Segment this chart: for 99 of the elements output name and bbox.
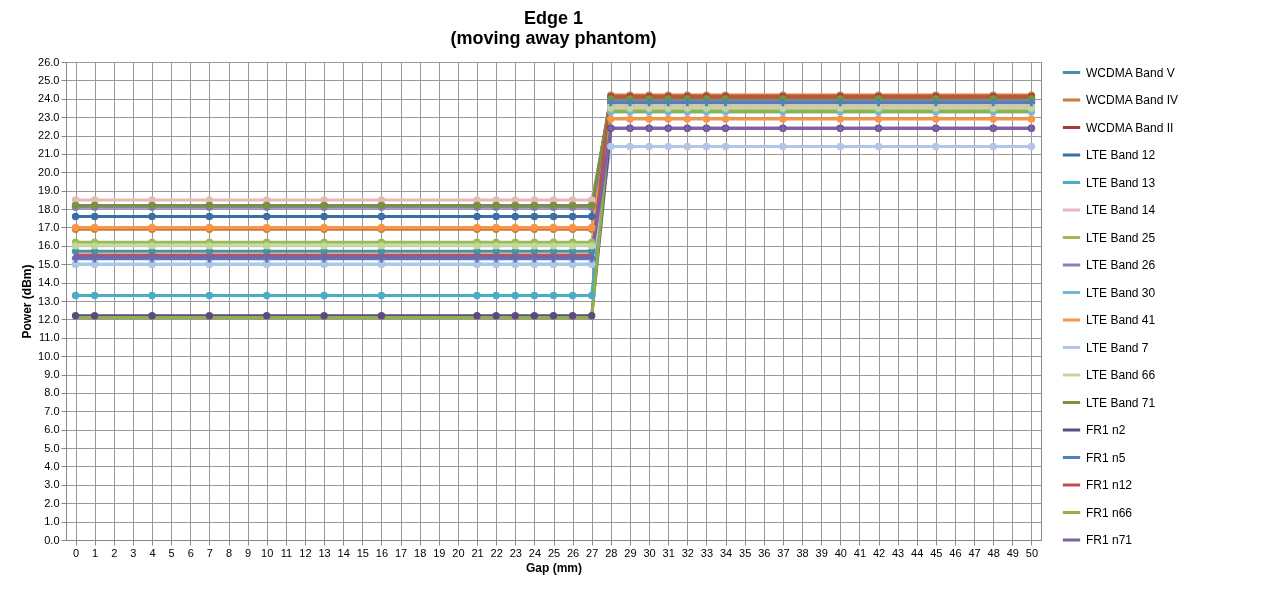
x-tick-label: 30 (643, 546, 656, 559)
x-tick-label: 3 (130, 546, 137, 559)
legend-label: LTE Band 71 (1086, 395, 1156, 410)
x-tick-label: 0 (73, 546, 80, 559)
y-tick-label: 7.0 (44, 404, 60, 417)
x-tick-label: 15 (356, 546, 369, 559)
legend-label: FR1 n2 (1086, 423, 1126, 437)
legend-label: FR1 n66 (1086, 505, 1133, 520)
x-tick-label: 29 (624, 546, 637, 559)
x-tick-label: 50 (1025, 546, 1039, 559)
x-tick-label: 33 (700, 546, 714, 559)
y-axis-title: Power (dBm) (20, 264, 35, 339)
x-tick-label: 20 (452, 546, 465, 559)
x-tick-label: 1 (92, 546, 99, 559)
y-tick-label: 25.0 (38, 73, 60, 86)
y-tick-label: 8.0 (44, 386, 60, 399)
x-tick-label: 34 (719, 546, 733, 559)
legend-label: LTE Band 26 (1086, 258, 1156, 272)
y-tick-label: 26.0 (38, 55, 60, 68)
x-tick-label: 24 (528, 546, 542, 559)
x-tick-label: 41 (853, 546, 867, 559)
x-tick-label: 8 (225, 546, 233, 559)
y-tick-label: 14.0 (38, 276, 60, 289)
y-tick-label: 22.0 (38, 129, 60, 142)
x-tick-label: 2 (111, 546, 118, 559)
x-tick-label: 47 (968, 546, 981, 559)
x-tick-label: 21 (471, 546, 484, 559)
legend-label: LTE Band 7 (1086, 340, 1149, 355)
x-tick-label: 48 (987, 546, 1000, 559)
legend-label: LTE Band 41 (1086, 313, 1156, 327)
x-tick-label: 28 (605, 546, 618, 559)
x-tick-label: 19 (433, 546, 446, 559)
y-tick-label: 10.0 (38, 349, 60, 362)
x-tick-label: 35 (739, 546, 752, 559)
x-tick-label: 38 (796, 546, 809, 559)
y-tick-label: 2.0 (44, 496, 60, 509)
x-tick-label: 42 (872, 546, 886, 559)
x-tick-label: 39 (815, 546, 828, 559)
x-axis-title: Gap (mm) (525, 560, 583, 575)
x-tick-label: 4 (149, 546, 156, 559)
y-tick-label: 18.0 (38, 202, 60, 215)
x-tick-label: 46 (949, 546, 962, 559)
legend-label: LTE Band 25 (1086, 230, 1156, 245)
y-tick-label: 6.0 (44, 423, 60, 436)
legend-label: LTE Band 13 (1086, 175, 1156, 190)
legend-label: LTE Band 30 (1086, 285, 1156, 300)
y-tick-label: 12.0 (38, 312, 60, 325)
x-tick-label: 18 (414, 546, 427, 559)
y-tick-label: 15.0 (38, 257, 60, 270)
y-tick-label: 16.0 (38, 239, 60, 252)
y-tick-label: 21.0 (38, 147, 60, 160)
x-tick-label: 27 (586, 546, 599, 559)
x-tick-label: 12 (299, 546, 312, 559)
x-tick-label: 32 (681, 546, 694, 559)
y-tick-label: 11.0 (38, 331, 60, 344)
y-tick-label: 24.0 (38, 92, 60, 105)
x-tick-label: 25 (547, 546, 561, 559)
y-tick-label: 19.0 (38, 184, 60, 197)
x-tick-label: 13 (318, 546, 331, 559)
x-tick-label: 17 (394, 546, 408, 559)
x-tick-label: 16 (375, 546, 389, 559)
legend-label: LTE Band 12 (1086, 148, 1156, 162)
x-tick-label: 43 (891, 546, 905, 559)
y-tick-label: 1.0 (44, 515, 60, 528)
y-tick-label: 23.0 (38, 110, 60, 123)
legend-label: LTE Band 14 (1086, 203, 1156, 217)
y-tick-label: 17.0 (38, 220, 60, 233)
legend-label: FR1 n5 (1086, 450, 1126, 465)
y-tick-label: 3.0 (44, 478, 60, 491)
y-tick-label: 4.0 (44, 459, 60, 472)
y-tick-label: 0.0 (44, 533, 60, 546)
x-tick-label: 7 (206, 546, 213, 559)
x-tick-label: 37 (777, 546, 790, 559)
y-tick-label: 9.0 (44, 368, 60, 381)
x-tick-label: 10 (261, 546, 274, 559)
x-tick-label: 44 (911, 546, 924, 559)
y-tick-label: 5.0 (44, 441, 60, 454)
x-tick-label: 40 (834, 546, 847, 559)
legend-label: WCDMA Band IV (1086, 93, 1179, 107)
legend-label: WCDMA Band II (1086, 120, 1174, 135)
x-tick-label: 49 (1006, 546, 1019, 559)
legend-label: LTE Band 66 (1086, 368, 1156, 382)
x-tick-label: 45 (930, 546, 943, 559)
x-tick-label: 11 (280, 546, 293, 559)
x-tick-label: 23 (509, 546, 522, 559)
y-tick-label: 13.0 (38, 294, 60, 307)
legend-label: WCDMA Band V (1086, 65, 1175, 80)
x-tick-label: 6 (187, 546, 194, 559)
x-tick-label: 26 (566, 546, 580, 559)
legend-label: FR1 n71 (1086, 533, 1133, 547)
legend-label: FR1 n12 (1086, 478, 1133, 492)
x-tick-label: 31 (662, 546, 675, 559)
y-tick-label: 20.0 (38, 165, 60, 178)
chart-title: Edge 1 (moving away phantom) (450, 8, 657, 48)
x-tick-label: 22 (490, 546, 503, 559)
x-tick-label: 9 (245, 546, 252, 559)
x-tick-label: 14 (337, 546, 350, 559)
x-tick-label: 5 (168, 546, 175, 559)
x-tick-label: 36 (758, 546, 771, 559)
